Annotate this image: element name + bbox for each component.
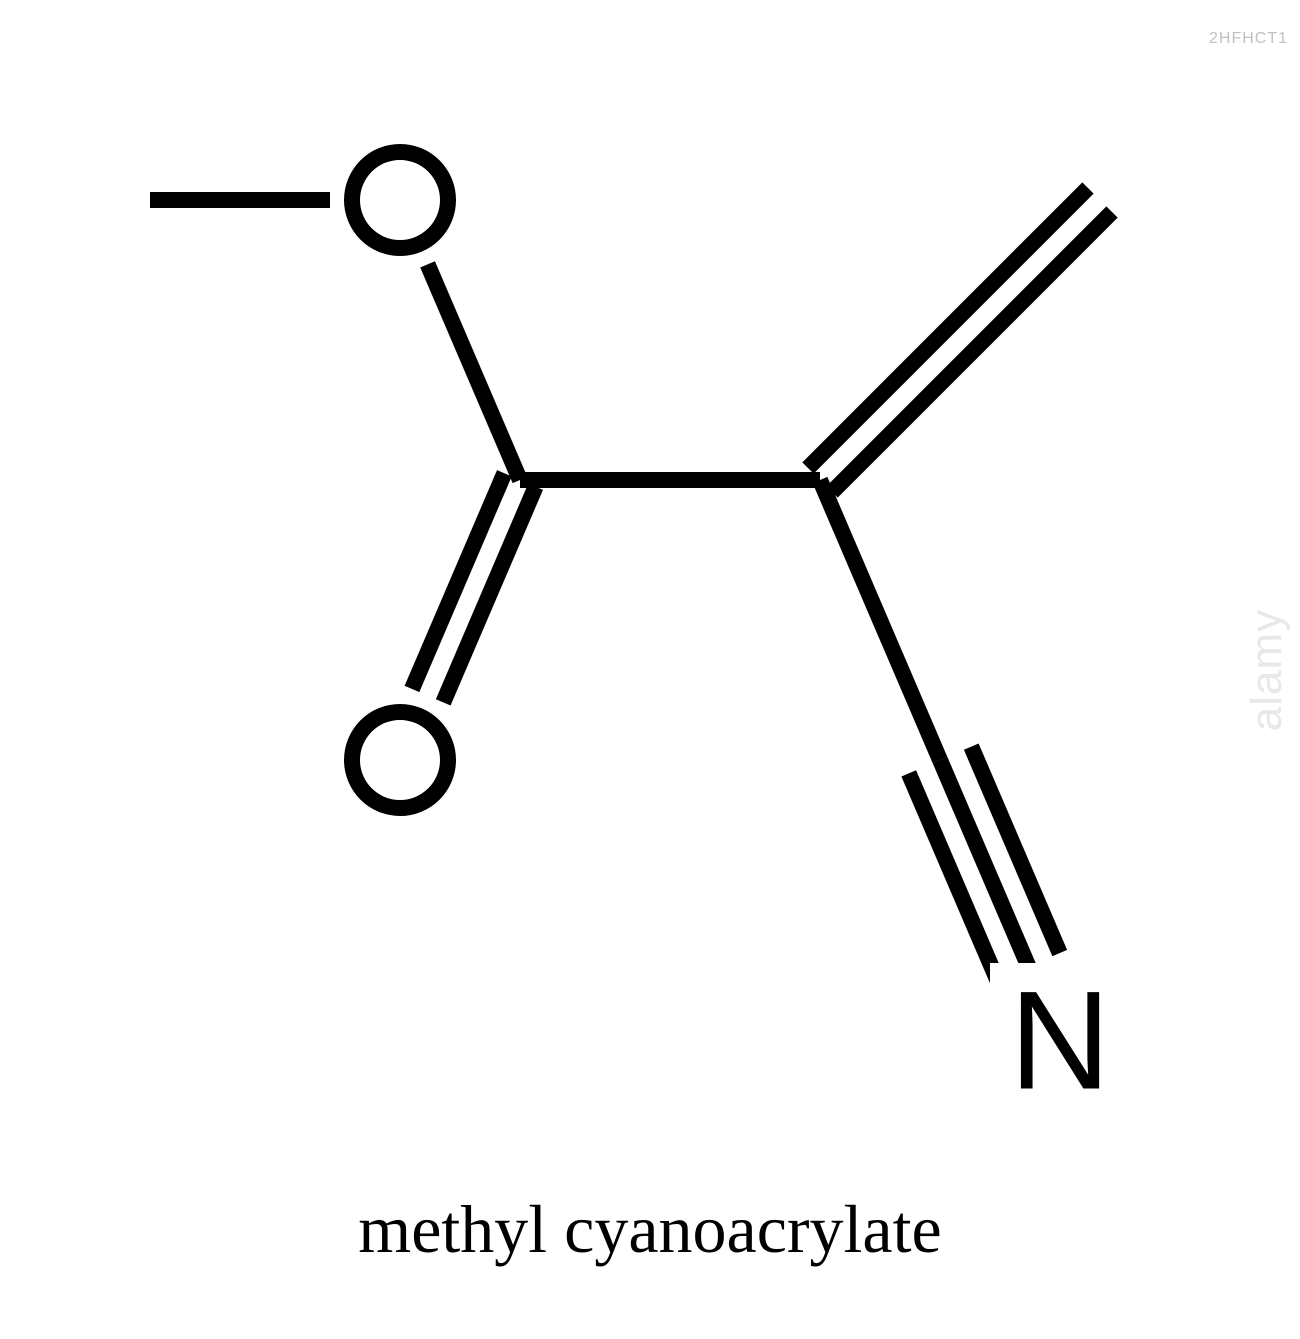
structure-svg: N <box>0 0 1300 1339</box>
svg-text:N: N <box>1009 962 1110 1119</box>
compound-name-caption: methyl cyanoacrylate <box>0 1190 1300 1269</box>
watermark-vertical: alamy <box>1242 608 1292 730</box>
chemical-structure-diagram: N methyl cyanoacrylate alamy 2HFHCT1 <box>0 0 1300 1339</box>
watermark-code: 2HFHCT1 <box>1209 30 1288 48</box>
